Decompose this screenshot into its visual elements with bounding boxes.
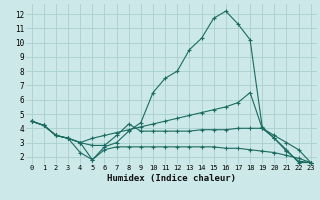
X-axis label: Humidex (Indice chaleur): Humidex (Indice chaleur) — [107, 174, 236, 183]
